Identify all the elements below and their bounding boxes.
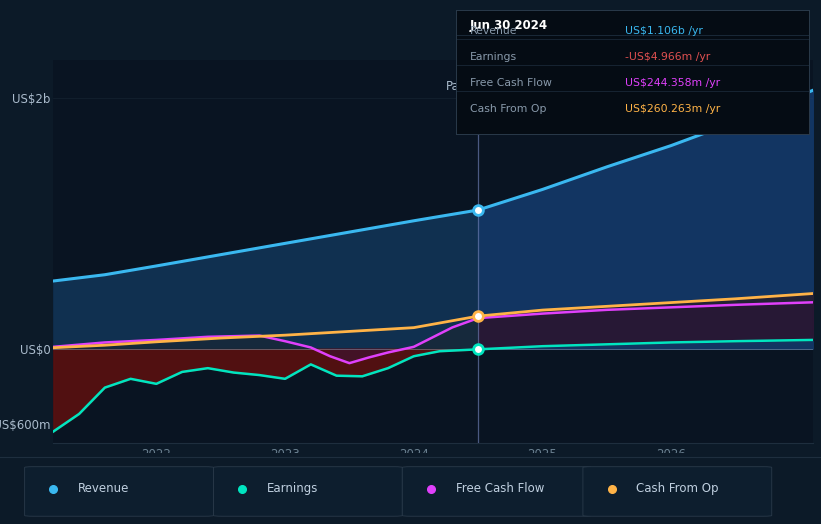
Text: Jun 30 2024: Jun 30 2024 xyxy=(470,19,548,32)
Text: Revenue: Revenue xyxy=(78,482,130,495)
Text: Earnings: Earnings xyxy=(470,52,517,62)
Text: Earnings: Earnings xyxy=(267,482,319,495)
Text: Free Cash Flow: Free Cash Flow xyxy=(456,482,544,495)
Text: Analysts Forecasts: Analysts Forecasts xyxy=(486,81,596,93)
Text: US$244.358m /yr: US$244.358m /yr xyxy=(625,78,720,88)
FancyBboxPatch shape xyxy=(583,467,772,516)
Text: US$1.106b /yr: US$1.106b /yr xyxy=(625,26,703,36)
FancyBboxPatch shape xyxy=(213,467,402,516)
Text: US$260.263m /yr: US$260.263m /yr xyxy=(625,104,720,114)
Text: Free Cash Flow: Free Cash Flow xyxy=(470,78,552,88)
Text: -US$4.966m /yr: -US$4.966m /yr xyxy=(625,52,710,62)
Text: Cash From Op: Cash From Op xyxy=(470,104,546,114)
FancyBboxPatch shape xyxy=(402,467,591,516)
Text: Past: Past xyxy=(446,81,470,93)
Text: Cash From Op: Cash From Op xyxy=(636,482,718,495)
FancyBboxPatch shape xyxy=(25,467,213,516)
Text: Revenue: Revenue xyxy=(470,26,517,36)
